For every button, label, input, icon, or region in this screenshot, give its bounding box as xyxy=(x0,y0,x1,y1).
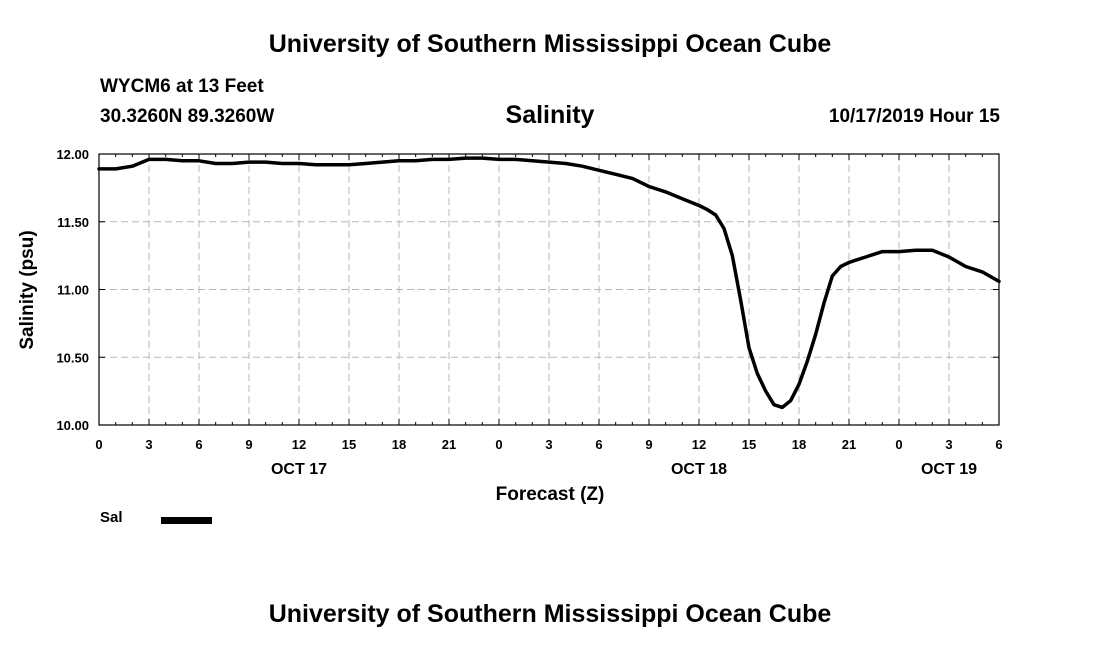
date-label: OCT 19 xyxy=(921,461,977,478)
y-tick-label: 12.00 xyxy=(56,147,89,162)
legend-line-swatch xyxy=(161,517,212,524)
x-tick-label: 15 xyxy=(742,437,756,452)
x-tick-label: 6 xyxy=(195,437,202,452)
station-label: WYCM6 at 13 Feet xyxy=(100,76,264,97)
x-tick-label: 3 xyxy=(545,437,552,452)
x-tick-label: 18 xyxy=(792,437,806,452)
x-tick-label: 21 xyxy=(442,437,456,452)
x-tick-label: 12 xyxy=(692,437,706,452)
legend-label: Sal xyxy=(100,509,123,526)
y-tick-label: 11.50 xyxy=(57,215,89,230)
y-tick-label: 10.50 xyxy=(56,350,89,365)
y-tick-label: 11.00 xyxy=(57,283,89,298)
page-title: University of Southern Mississippi Ocean… xyxy=(268,30,832,58)
x-axis-title: Forecast (Z) xyxy=(496,484,605,505)
x-tick-label: 0 xyxy=(495,437,502,452)
date-label: OCT 17 xyxy=(271,461,327,478)
x-tick-label: 3 xyxy=(145,437,152,452)
x-tick-label: 9 xyxy=(245,437,252,452)
x-tick-label: 0 xyxy=(95,437,102,452)
x-tick-label: 18 xyxy=(392,437,406,452)
x-tick-label: 12 xyxy=(292,437,306,452)
axes: 0 3 6 9 12 15 18 21 0 3 6 9 12 15 18 21 0 3 6 10.00 10.50 11.… xyxy=(56,147,1002,478)
x-tick-label: 3 xyxy=(945,437,952,452)
x-tick-label: 0 xyxy=(895,437,902,452)
x-tick-label: 6 xyxy=(995,437,1002,452)
date-label: OCT 18 xyxy=(671,461,727,478)
x-tick-label: 6 xyxy=(595,437,602,452)
y-axis-title: Salinity (psu) xyxy=(17,230,38,349)
x-tick-label: 21 xyxy=(842,437,856,452)
chart-title: Salinity xyxy=(505,101,595,129)
x-tick-label: 9 xyxy=(645,437,652,452)
grid-lines xyxy=(99,154,999,425)
x-tick-label: 15 xyxy=(342,437,356,452)
plot-frame xyxy=(98,153,1000,426)
series-layer xyxy=(97,156,1001,410)
coordinates-label: 30.3260N 89.3260W xyxy=(100,106,275,127)
footer-title: University of Southern Mississippi Ocean… xyxy=(268,600,832,628)
y-tick-label: 10.00 xyxy=(56,418,89,433)
forecast-date-label: 10/17/2019 Hour 15 xyxy=(828,106,1000,127)
series-line-sal xyxy=(97,156,1001,410)
